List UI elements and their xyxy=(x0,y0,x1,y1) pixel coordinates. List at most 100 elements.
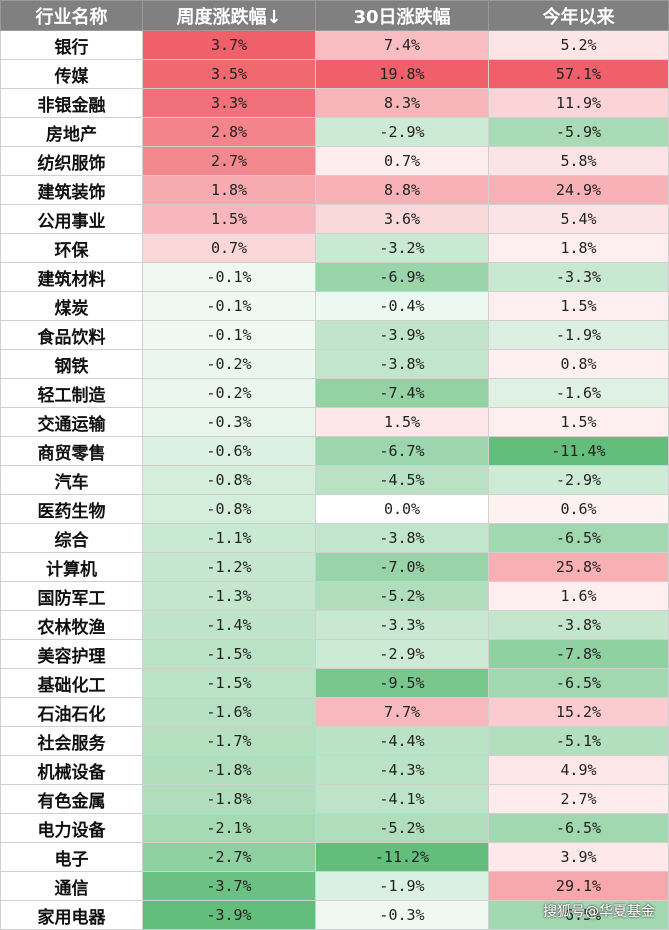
d30-change-cell: 7.4% xyxy=(315,30,489,60)
weekly-change-cell: -1.8% xyxy=(142,784,316,814)
ytd-change-cell: 24.9% xyxy=(488,175,669,205)
weekly-change-cell: -2.1% xyxy=(142,813,316,843)
d30-change-cell: -2.9% xyxy=(315,639,489,669)
weekly-change-cell: -3.9% xyxy=(142,900,316,930)
industry-name-cell: 银行 xyxy=(0,30,143,60)
d30-change-cell: -11.2% xyxy=(315,842,489,872)
industry-name-cell: 房地产 xyxy=(0,117,143,147)
ytd-change-cell: -5.9% xyxy=(488,117,669,147)
table-row: 煤炭 -0.1% -0.4% 1.5% xyxy=(0,291,669,321)
d30-change-cell: -5.2% xyxy=(315,581,489,611)
d30-change-cell: 3.6% xyxy=(315,204,489,234)
ytd-change-cell: -6.5% xyxy=(488,900,669,930)
ytd-change-cell: 1.6% xyxy=(488,581,669,611)
ytd-change-cell: 3.9% xyxy=(488,842,669,872)
header-30day-change[interactable]: 30日涨跌幅 xyxy=(315,0,489,31)
weekly-change-cell: -2.7% xyxy=(142,842,316,872)
industry-name-cell: 综合 xyxy=(0,523,143,553)
industry-name-cell: 机械设备 xyxy=(0,755,143,785)
table-row: 非银金融 3.3% 8.3% 11.9% xyxy=(0,88,669,118)
industry-name-cell: 食品饮料 xyxy=(0,320,143,350)
industry-name-cell: 计算机 xyxy=(0,552,143,582)
table-row: 机械设备 -1.8% -4.3% 4.9% xyxy=(0,755,669,785)
d30-change-cell: -0.4% xyxy=(315,291,489,321)
table-row: 医药生物 -0.8% 0.0% 0.6% xyxy=(0,494,669,524)
table-row: 计算机 -1.2% -7.0% 25.8% xyxy=(0,552,669,582)
weekly-change-cell: -1.1% xyxy=(142,523,316,553)
table-row: 国防军工 -1.3% -5.2% 1.6% xyxy=(0,581,669,611)
table-row: 农林牧渔 -1.4% -3.3% -3.8% xyxy=(0,610,669,640)
ytd-change-cell: 0.8% xyxy=(488,349,669,379)
d30-change-cell: -3.2% xyxy=(315,233,489,263)
ytd-change-cell: -6.5% xyxy=(488,813,669,843)
table-row: 建筑装饰 1.8% 8.8% 24.9% xyxy=(0,175,669,205)
industry-name-cell: 钢铁 xyxy=(0,349,143,379)
industry-name-cell: 汽车 xyxy=(0,465,143,495)
table-row: 钢铁 -0.2% -3.8% 0.8% xyxy=(0,349,669,379)
table-row: 社会服务 -1.7% -4.4% -5.1% xyxy=(0,726,669,756)
header-weekly-change[interactable]: 周度涨跌幅↓ xyxy=(142,0,316,31)
industry-name-cell: 通信 xyxy=(0,871,143,901)
ytd-change-cell: -7.8% xyxy=(488,639,669,669)
ytd-change-cell: -11.4% xyxy=(488,436,669,466)
d30-change-cell: -3.8% xyxy=(315,523,489,553)
table-row: 美容护理 -1.5% -2.9% -7.8% xyxy=(0,639,669,669)
d30-change-cell: -6.7% xyxy=(315,436,489,466)
table-row: 石油石化 -1.6% 7.7% 15.2% xyxy=(0,697,669,727)
industry-name-cell: 国防军工 xyxy=(0,581,143,611)
table-row: 食品饮料 -0.1% -3.9% -1.9% xyxy=(0,320,669,350)
industry-name-cell: 建筑装饰 xyxy=(0,175,143,205)
industry-name-cell: 商贸零售 xyxy=(0,436,143,466)
industry-name-cell: 电力设备 xyxy=(0,813,143,843)
weekly-change-cell: -0.2% xyxy=(142,378,316,408)
industry-name-cell: 公用事业 xyxy=(0,204,143,234)
ytd-change-cell: 25.8% xyxy=(488,552,669,582)
d30-change-cell: 19.8% xyxy=(315,59,489,89)
weekly-change-cell: 1.5% xyxy=(142,204,316,234)
table-row: 传媒 3.5% 19.8% 57.1% xyxy=(0,59,669,89)
ytd-change-cell: 1.8% xyxy=(488,233,669,263)
weekly-change-cell: -1.3% xyxy=(142,581,316,611)
industry-name-cell: 社会服务 xyxy=(0,726,143,756)
weekly-change-cell: -0.8% xyxy=(142,494,316,524)
d30-change-cell: -3.3% xyxy=(315,610,489,640)
industry-name-cell: 轻工制造 xyxy=(0,378,143,408)
weekly-change-cell: 1.8% xyxy=(142,175,316,205)
ytd-change-cell: -3.3% xyxy=(488,262,669,292)
table-row: 综合 -1.1% -3.8% -6.5% xyxy=(0,523,669,553)
industry-name-cell: 电子 xyxy=(0,842,143,872)
d30-change-cell: -4.4% xyxy=(315,726,489,756)
weekly-change-cell: 0.7% xyxy=(142,233,316,263)
weekly-change-cell: -1.6% xyxy=(142,697,316,727)
d30-change-cell: 0.0% xyxy=(315,494,489,524)
table-row: 电子 -2.7% -11.2% 3.9% xyxy=(0,842,669,872)
header-row: 行业名称 周度涨跌幅↓ 30日涨跌幅 今年以来 xyxy=(0,0,669,31)
d30-change-cell: -6.9% xyxy=(315,262,489,292)
ytd-change-cell: 0.6% xyxy=(488,494,669,524)
table-row: 轻工制造 -0.2% -7.4% -1.6% xyxy=(0,378,669,408)
ytd-change-cell: -2.9% xyxy=(488,465,669,495)
d30-change-cell: 8.8% xyxy=(315,175,489,205)
d30-change-cell: -0.3% xyxy=(315,900,489,930)
weekly-change-cell: -1.8% xyxy=(142,755,316,785)
table-row: 银行 3.7% 7.4% 5.2% xyxy=(0,30,669,60)
table-row: 通信 -3.7% -1.9% 29.1% xyxy=(0,871,669,901)
industry-name-cell: 农林牧渔 xyxy=(0,610,143,640)
ytd-change-cell: -5.1% xyxy=(488,726,669,756)
weekly-change-cell: 2.8% xyxy=(142,117,316,147)
ytd-change-cell: 15.2% xyxy=(488,697,669,727)
table-row: 建筑材料 -0.1% -6.9% -3.3% xyxy=(0,262,669,292)
table-row: 交通运输 -0.3% 1.5% 1.5% xyxy=(0,407,669,437)
ytd-change-cell: 57.1% xyxy=(488,59,669,89)
d30-change-cell: -7.4% xyxy=(315,378,489,408)
industry-name-cell: 石油石化 xyxy=(0,697,143,727)
d30-change-cell: -4.3% xyxy=(315,755,489,785)
ytd-change-cell: -3.8% xyxy=(488,610,669,640)
table-row: 汽车 -0.8% -4.5% -2.9% xyxy=(0,465,669,495)
header-ytd-change[interactable]: 今年以来 xyxy=(488,0,669,31)
industry-name-cell: 环保 xyxy=(0,233,143,263)
weekly-change-cell: -0.3% xyxy=(142,407,316,437)
ytd-change-cell: -6.5% xyxy=(488,523,669,553)
table-row: 环保 0.7% -3.2% 1.8% xyxy=(0,233,669,263)
